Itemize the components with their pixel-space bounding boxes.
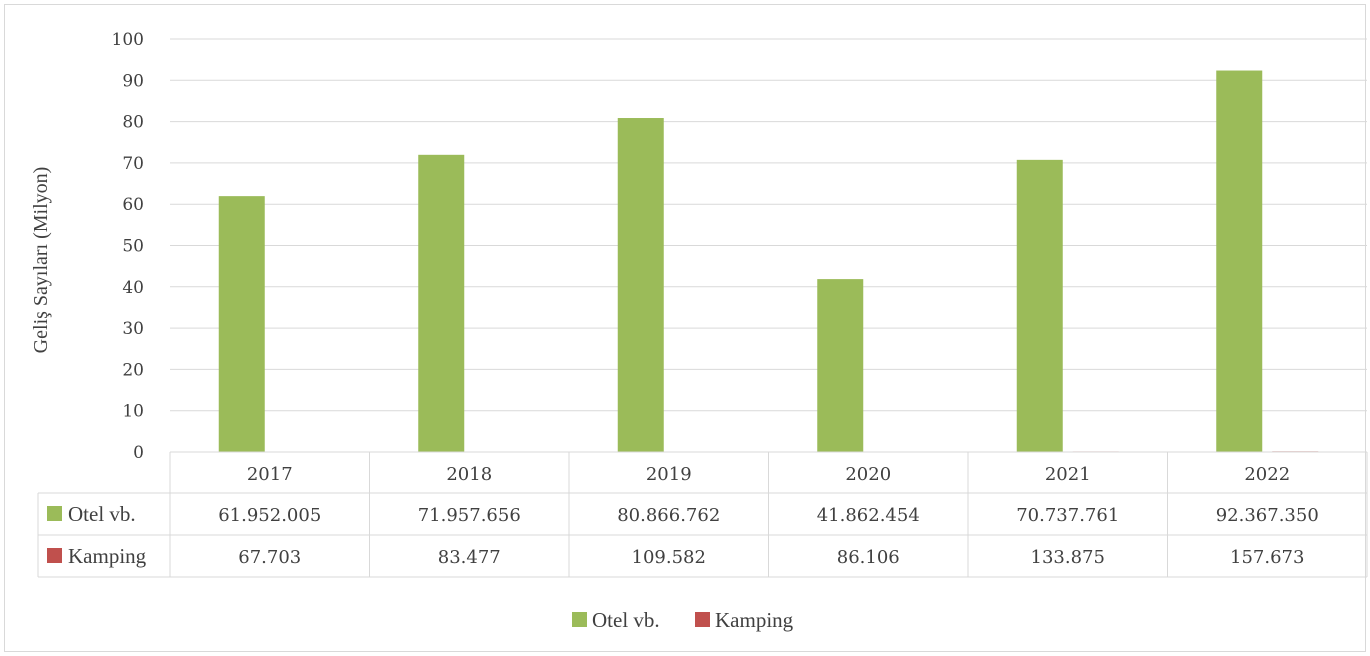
data-label: 80.866.762 — [617, 505, 720, 526]
table-legend-key — [47, 548, 62, 563]
y-axis-ticks: 0 10 20 30 40 50 60 70 80 90 100 — [112, 30, 144, 463]
data-label: 71.957.656 — [418, 505, 521, 526]
y-axis-title: Geliş Sayıları (Milyon) — [30, 167, 52, 354]
x-tick-label: 2017 — [247, 464, 293, 485]
data-label: 157.673 — [1230, 547, 1304, 568]
x-tick-label: 2018 — [446, 464, 492, 485]
y-tick-label: 0 — [133, 443, 144, 463]
y-tick-label: 50 — [122, 237, 144, 257]
table-legend-key — [47, 506, 62, 521]
x-tick-label: 2020 — [845, 464, 891, 485]
y-tick-label: 60 — [122, 195, 144, 215]
legend-label: Kamping — [715, 608, 794, 632]
data-label: 61.952.005 — [218, 505, 321, 526]
x-tick-label: 2021 — [1045, 464, 1091, 485]
y-tick-label: 40 — [122, 278, 144, 298]
data-label: 83.477 — [438, 547, 501, 568]
table-row-label: Kamping — [68, 544, 147, 568]
bar-otelvb — [218, 196, 265, 452]
y-tick-label: 20 — [122, 360, 144, 380]
x-tick-label: 2019 — [646, 464, 692, 485]
data-label: 133.875 — [1031, 547, 1105, 568]
y-tick-label: 30 — [122, 319, 144, 339]
y-tick-label: 100 — [112, 30, 144, 50]
data-label: 67.703 — [238, 547, 301, 568]
legend-swatch — [572, 612, 587, 627]
y-tick-label: 90 — [122, 71, 144, 91]
bar-otelvb — [817, 279, 864, 452]
y-tick-label: 80 — [122, 113, 144, 133]
bars — [218, 70, 1319, 453]
y-tick-label: 10 — [122, 402, 144, 422]
data-label: 86.106 — [837, 547, 900, 568]
legend-label: Otel vb. — [592, 608, 660, 632]
data-label: 41.862.454 — [817, 505, 920, 526]
bar-otelvb — [1216, 70, 1263, 453]
bar-otelvb — [418, 154, 465, 452]
table-row-label: Otel vb. — [68, 502, 136, 526]
legend: Otel vb. Kamping — [572, 608, 794, 632]
bar-otelvb — [617, 118, 664, 453]
data-label: 70.737.761 — [1016, 505, 1119, 526]
x-tick-label: 2022 — [1244, 464, 1290, 485]
y-tick-label: 70 — [122, 154, 144, 174]
legend-swatch — [695, 612, 710, 627]
data-label: 92.367.350 — [1216, 505, 1319, 526]
grid-lines — [170, 38, 1367, 412]
bar-otelvb — [1016, 159, 1063, 453]
data-label: 109.582 — [632, 547, 706, 568]
data-table: 2017 2018 2019 2020 2021 2022 Otel vb. 61.952.0… — [37, 451, 1368, 578]
